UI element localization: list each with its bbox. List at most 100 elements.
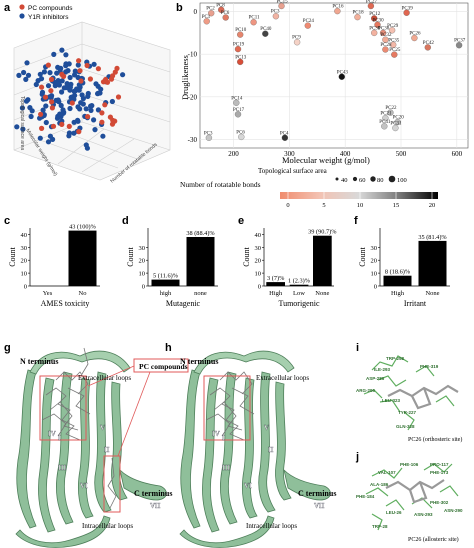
- y1r-point: [91, 61, 97, 67]
- panel-h: h N terminus Extracellular loops C termi…: [165, 342, 336, 548]
- scatter-point: [382, 36, 389, 43]
- pc-point: [48, 76, 55, 82]
- x-tick-label: 200: [228, 150, 239, 158]
- point-label: PC15: [277, 0, 289, 5]
- bar-value-label: 39 (90.7)%: [308, 229, 337, 236]
- pc-point: [49, 99, 55, 105]
- y1r-point: [29, 108, 35, 114]
- bar-y-tick-label: 0: [258, 284, 261, 291]
- bar-ylabel: Count: [126, 246, 135, 266]
- h-helix-III: III: [222, 464, 230, 472]
- bar-xlabel: Irritant: [404, 299, 427, 308]
- y1r-point: [37, 71, 43, 77]
- h-helix-VI: VI: [244, 482, 252, 490]
- y1r-point: [91, 117, 97, 123]
- bar-y-tick-label: 40: [255, 232, 262, 239]
- panel-b-xlabel: Molecular weight (g/mol): [282, 155, 370, 165]
- panel-j: j PHE-106 VAL-107 PRO-117 PHE-173 ALA-18…: [355, 451, 463, 543]
- receptor-ribbon-g: [15, 350, 167, 548]
- y1r-point: [25, 72, 32, 78]
- pc-point: [104, 79, 111, 85]
- point-label: PC38: [369, 26, 381, 31]
- pc-point: [39, 125, 45, 131]
- size-legend-dot-60: [352, 176, 358, 182]
- pc-point: [76, 129, 82, 135]
- scatter-point: [234, 45, 242, 53]
- y1r-point: [28, 113, 34, 120]
- y1r-point: [63, 63, 69, 69]
- bar: [68, 230, 97, 286]
- pc-point: [95, 66, 101, 72]
- scatter-point: [403, 9, 410, 16]
- bar-category-label: Low: [293, 290, 305, 297]
- y1r-point: [67, 105, 73, 112]
- bar-xlabel: Mutagenic: [166, 299, 201, 308]
- y1r-point: [55, 81, 62, 87]
- scatter-point: [382, 46, 389, 53]
- panel-b-axes: 200 300 400 500 600 0 -10 -20 -30: [188, 8, 463, 158]
- scatter-point: [218, 6, 225, 13]
- y1r-point: [59, 78, 65, 84]
- y1r-point: [59, 47, 65, 53]
- h-helix-labels: I II III IV V VI VII: [212, 424, 325, 510]
- point-label: PC35: [388, 38, 400, 43]
- point-label: PC11: [249, 16, 260, 21]
- point-label: PC21: [380, 112, 392, 117]
- y1r-point: [75, 104, 81, 110]
- point-label: PC42: [423, 41, 435, 46]
- bar-y-tick-label: 0: [374, 284, 377, 291]
- bar-value-label: 3 (7)%: [267, 275, 285, 282]
- panel-label-c: c: [4, 215, 10, 227]
- bar-category-label: None: [425, 290, 439, 297]
- pc-point: [38, 111, 44, 117]
- y1r-point: [74, 86, 80, 92]
- scatter-point: [334, 7, 341, 15]
- res-j-7: ASN-293: [414, 512, 433, 517]
- h-extracellular-loops: Extracellular loops: [256, 374, 309, 382]
- y1r-point: [92, 127, 98, 133]
- scatter-point: [237, 31, 244, 38]
- res-i-7: GLN-328: [396, 424, 415, 429]
- y1r-point: [19, 105, 25, 111]
- h-c-terminus: C terminus: [298, 489, 336, 498]
- y1r-point: [51, 51, 57, 58]
- panel-b-ylabel: Druglikeness: [180, 55, 190, 100]
- bar-y-tick-label: 30: [21, 245, 28, 252]
- y1r-point: [54, 70, 60, 76]
- size-legend-dot-80: [370, 176, 376, 182]
- panel-label-f: f: [354, 215, 358, 227]
- y1r-point: [54, 115, 61, 121]
- h-helix-II: II: [268, 446, 274, 454]
- scatter-point: [262, 30, 269, 37]
- h-helix-V: V: [264, 424, 269, 432]
- y1r-point: [57, 111, 63, 117]
- binding-site-box-g: [39, 375, 87, 441]
- res-j-4: ALA-186: [370, 482, 389, 487]
- pc-point: [100, 79, 107, 85]
- point-label: PC43: [337, 70, 349, 75]
- scatter-point: [293, 39, 301, 46]
- panel-label-a: a: [4, 2, 11, 14]
- scatter-point: [374, 21, 381, 28]
- point-label: PC30: [373, 18, 385, 23]
- point-label: PC3: [271, 10, 280, 15]
- res-i-5: TYR-227: [398, 410, 417, 415]
- panel-c: c 0 10 20 30 40 Yes 43 (100)% No AMES toxicity Co…: [4, 215, 100, 308]
- pc-point: [48, 88, 54, 94]
- scatter-point: [338, 73, 345, 80]
- color-legend-ticks: 0 5 10 15 20: [286, 192, 435, 209]
- color-legend-bar: [280, 192, 438, 199]
- bar-category-label: High: [269, 290, 283, 297]
- pc-point: [102, 102, 108, 108]
- bar: [266, 282, 285, 286]
- y1r-point: [35, 78, 41, 84]
- y1r-point: [23, 98, 30, 104]
- pc-box-pointer-2: [117, 371, 151, 457]
- bar-y-tick-label: 0: [24, 284, 27, 291]
- res-j-3: PHE-173: [430, 470, 449, 475]
- bar-y-tick-label: 30: [255, 245, 262, 252]
- point-label: PC27: [366, 0, 378, 5]
- res-i-1: ILE-293: [374, 367, 391, 372]
